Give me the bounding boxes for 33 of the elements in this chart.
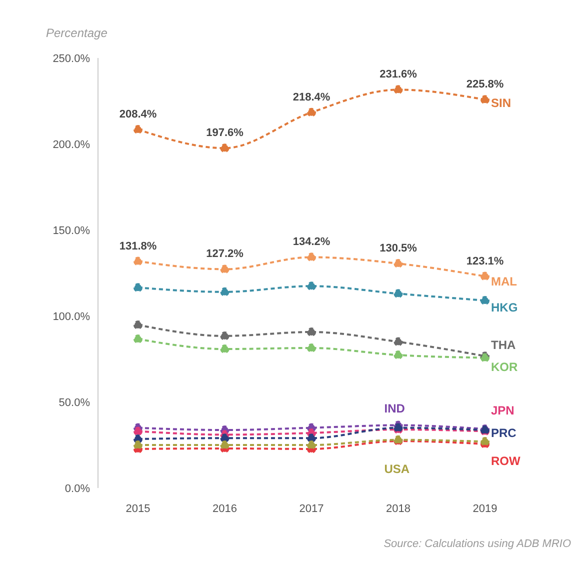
series-label: IND	[384, 401, 406, 416]
data-label: 208.4%	[119, 108, 157, 121]
x-tick-label: 2018	[386, 502, 410, 515]
series-label: JPN	[491, 403, 514, 418]
data-label: 225.8%	[466, 78, 504, 91]
y-tick-label: 0.0%	[64, 482, 90, 495]
data-label: 123.1%	[466, 255, 504, 268]
series-label: MAL	[491, 274, 517, 288]
data-label: 130.5%	[380, 242, 418, 255]
y-tick-label: 150.0%	[52, 224, 90, 237]
x-tick-label: 2017	[299, 502, 324, 515]
y-tick-label: 100.0%	[52, 310, 90, 323]
x-tick-label: 2015	[126, 502, 150, 515]
series-label: SIN	[491, 96, 512, 110]
data-label: 131.8%	[119, 240, 157, 252]
y-tick-label: 200.0%	[52, 138, 90, 151]
x-tick-label: 2019	[472, 502, 498, 515]
data-label: 134.2%	[292, 236, 330, 248]
data-label: 218.4%	[292, 91, 330, 104]
series-label: ROW	[491, 454, 521, 468]
series-label: USA	[384, 462, 410, 476]
data-label: 127.2%	[206, 248, 244, 260]
data-label: 197.6%	[206, 127, 244, 140]
y-tick-label: 50.0%	[58, 396, 90, 409]
y-tick-label: 250.0%	[52, 52, 90, 65]
x-tick-label: 2016	[212, 502, 237, 515]
series-label: PRC	[491, 426, 517, 440]
y-axis-title: Percentage	[46, 26, 108, 40]
data-label: 231.6%	[380, 68, 418, 81]
series-label: HKG	[491, 300, 518, 315]
series-label: THA	[491, 338, 516, 352]
source-note: Source: Calculations using ADB MRIO	[384, 538, 571, 550]
series-label: KOR	[491, 360, 518, 374]
